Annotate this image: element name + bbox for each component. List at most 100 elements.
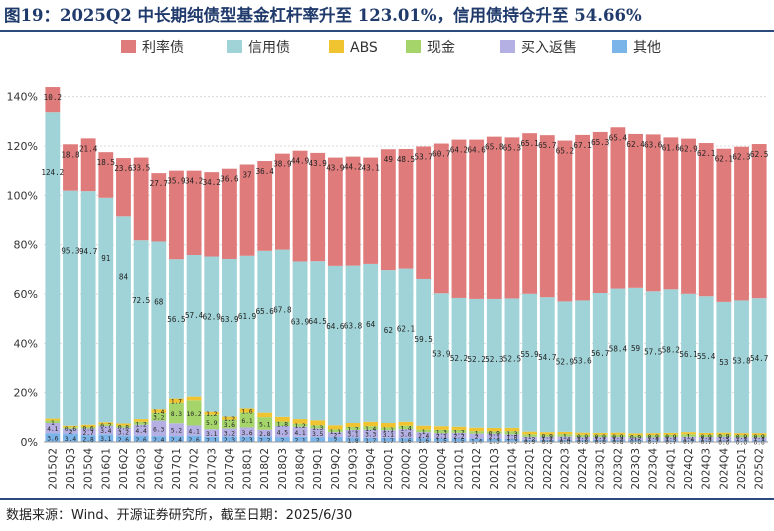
- bar-segment: [610, 440, 626, 442]
- data-label: 0.6: [83, 426, 94, 433]
- bar-segment: [451, 429, 467, 433]
- data-label: 2.4: [418, 433, 429, 440]
- y-tick-label: 0%: [21, 436, 38, 449]
- x-tick-label: 2020Q1: [383, 448, 395, 490]
- legend-swatch: [612, 40, 627, 53]
- bar-segment: [681, 432, 696, 435]
- bar-segment: [274, 421, 290, 426]
- data-label: 65.6: [256, 307, 275, 316]
- data-label: 0.9: [665, 434, 676, 441]
- bar-segment: [628, 435, 643, 438]
- bar-segment: [327, 437, 343, 442]
- data-label: 61.9: [238, 312, 257, 321]
- data-label: 0.9: [542, 434, 553, 441]
- data-label: 27.7: [150, 179, 168, 188]
- bar-segment: [98, 434, 114, 442]
- bar-segment: [416, 429, 432, 433]
- data-label: 68: [154, 297, 164, 306]
- data-label: 2.1: [294, 437, 305, 444]
- x-tick-label: 2016Q1: [100, 448, 112, 490]
- x-tick-label: 2017Q1: [171, 448, 183, 490]
- data-label: 0.6: [736, 439, 747, 446]
- legend-label: ABS: [350, 40, 378, 56]
- bar-segment: [698, 434, 714, 438]
- x-tick-label: 2016Q2: [118, 448, 130, 490]
- bar-segment: [433, 293, 449, 427]
- bar-segment: [204, 429, 220, 437]
- bar-segment: [663, 289, 679, 433]
- x-tick-label: 2021Q4: [506, 448, 518, 490]
- bar-segment: [522, 439, 538, 442]
- bar-segment: [716, 436, 732, 441]
- bar-segment: [169, 170, 184, 260]
- legend-label: 利率债: [142, 39, 184, 56]
- data-label: 62.4: [626, 140, 645, 149]
- bar-segment: [398, 268, 414, 422]
- data-label: 23.6: [114, 164, 133, 173]
- y-tick-label: 60%: [14, 288, 38, 301]
- data-label: 33.5: [132, 164, 150, 173]
- data-label: 63.6: [644, 140, 663, 149]
- data-label: 62.3: [732, 153, 750, 162]
- bar-segment: [310, 261, 326, 421]
- bar-segment: [98, 422, 114, 425]
- legend-swatch: [500, 40, 515, 53]
- data-label: 65.7: [538, 141, 556, 150]
- bar-segment: [274, 437, 290, 442]
- bar-segment: [698, 296, 714, 433]
- bar-segment: [363, 263, 379, 422]
- data-label: 2: [475, 434, 479, 441]
- data-label: 67.8: [273, 306, 292, 315]
- data-label: 1.5: [718, 437, 729, 444]
- bar-segment: [751, 298, 767, 434]
- data-label: 0.7: [100, 423, 111, 430]
- bar-segment: [698, 432, 714, 435]
- bar-segment: [274, 416, 290, 422]
- bar-segment: [451, 426, 467, 430]
- data-label: 84: [119, 272, 129, 281]
- data-label: 2.8: [259, 431, 270, 438]
- data-label: 64: [366, 320, 376, 329]
- bar-segment: [734, 440, 749, 442]
- data-label: 1.7: [365, 438, 376, 445]
- data-label: 0.7: [648, 439, 659, 446]
- bar-segment: [469, 431, 485, 434]
- data-label: 0.8: [595, 439, 606, 446]
- legend-label: 买入返售: [521, 40, 577, 56]
- bar-segment: [239, 255, 255, 409]
- bar-segment: [63, 190, 78, 426]
- x-tick-label: 2024Q3: [701, 448, 713, 490]
- data-label: 1.2: [136, 421, 147, 428]
- bar-segment: [575, 434, 591, 438]
- bar-segment: [45, 420, 61, 424]
- data-label: 91: [101, 254, 111, 263]
- data-label: 1.4: [559, 436, 570, 443]
- data-label: 3.1: [347, 432, 358, 439]
- bar-segment: [398, 438, 414, 442]
- x-tick-label: 2025Q2: [754, 448, 766, 490]
- bar-segment: [363, 429, 379, 438]
- data-label: 6.1: [241, 418, 252, 425]
- bar-segment: [45, 433, 61, 442]
- y-tick-label: 140%: [7, 91, 38, 104]
- bar-segment: [63, 433, 78, 442]
- bar-segment: [45, 418, 61, 421]
- bar-segment: [221, 419, 237, 429]
- bar-segment: [751, 144, 767, 299]
- bar-segment: [539, 436, 555, 440]
- bar-segment: [63, 425, 78, 428]
- bar-segment: [716, 148, 732, 302]
- bar-segment: [221, 168, 237, 259]
- bar-segment: [80, 428, 96, 436]
- bar-segment: [169, 398, 184, 403]
- bar-segment: [327, 429, 343, 433]
- data-label: 58.2: [662, 345, 680, 354]
- data-label: 0.9: [754, 434, 765, 441]
- data-label: 63.9: [220, 315, 239, 324]
- bar-segment: [451, 438, 467, 442]
- data-label: 60.7: [432, 150, 450, 159]
- bar-segment: [310, 425, 326, 429]
- bar-segment: [239, 412, 255, 428]
- data-label: 58.4: [609, 345, 628, 354]
- bar-segment: [186, 435, 202, 442]
